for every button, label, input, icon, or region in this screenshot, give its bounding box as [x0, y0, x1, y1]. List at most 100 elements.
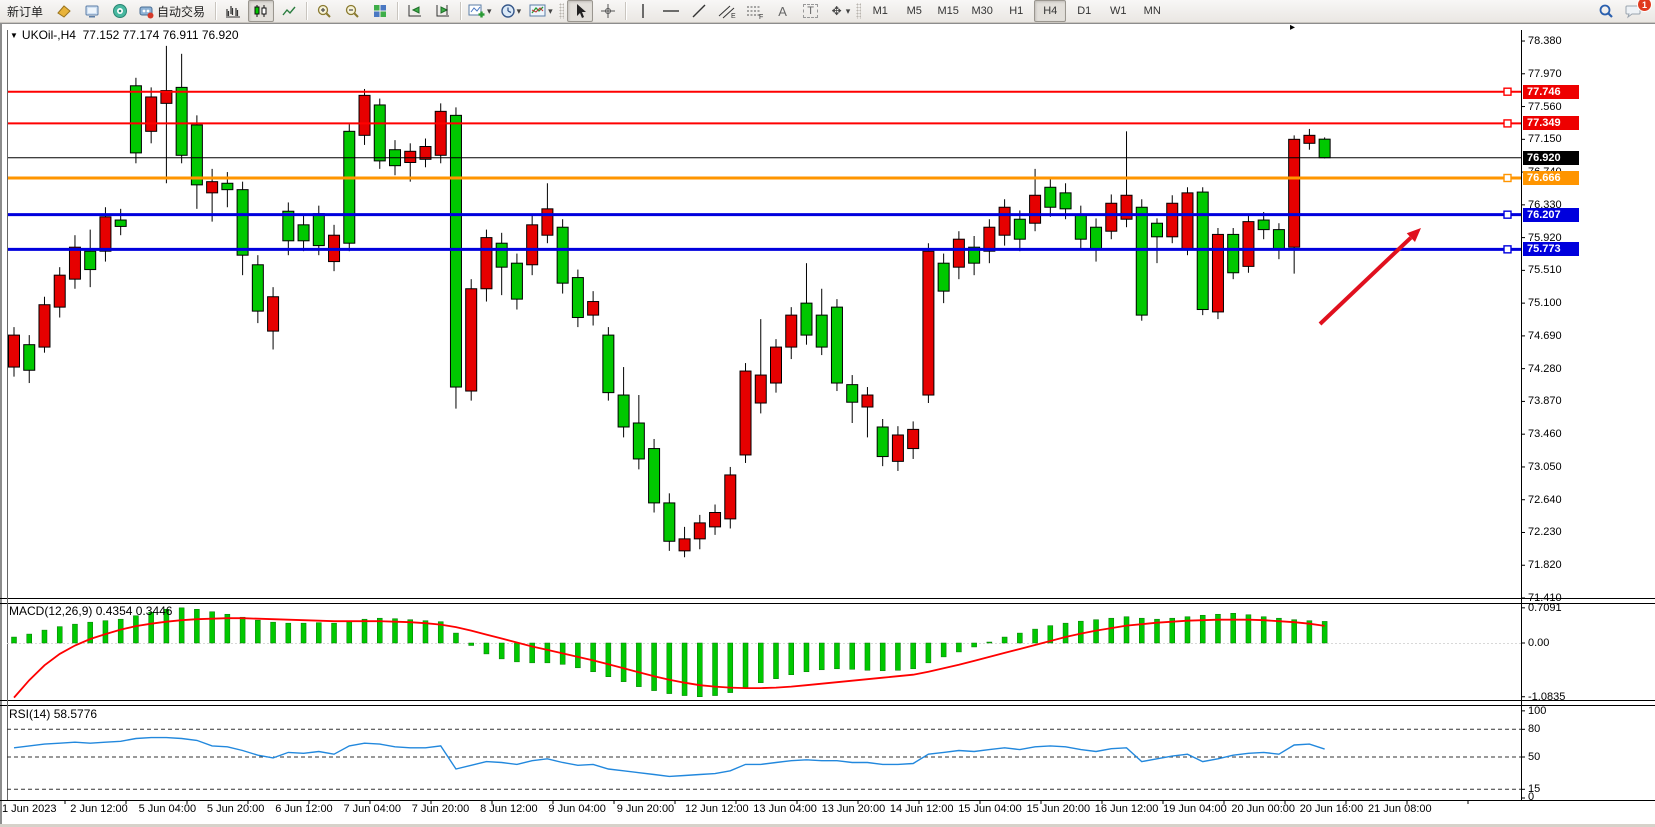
- line-chart-mode-button[interactable]: [276, 0, 302, 22]
- line-handle[interactable]: [1503, 87, 1512, 96]
- collapse-triangle-icon[interactable]: ▼: [10, 31, 18, 40]
- candle-body: [160, 90, 173, 104]
- text-tool-button[interactable]: A: [770, 0, 796, 22]
- arrows-tool-button[interactable]: ✥ ▾: [826, 0, 854, 22]
- auto-scroll-button[interactable]: [402, 0, 428, 22]
- trendline-tool-button[interactable]: [686, 0, 712, 22]
- macd-histogram-bar: [758, 642, 764, 683]
- macd-histogram-bar: [910, 642, 916, 670]
- terminal-button[interactable]: [79, 0, 105, 22]
- candle-body: [830, 306, 843, 384]
- timeframe-m15-button[interactable]: M15: [932, 0, 964, 22]
- macd-histogram-bar: [407, 619, 413, 644]
- candlestick-mode-button[interactable]: [248, 0, 275, 22]
- bar-chart-mode-button[interactable]: [220, 0, 246, 22]
- macd-histogram-bar: [285, 622, 292, 644]
- line-handle[interactable]: [1503, 173, 1512, 183]
- channel-tool-button[interactable]: E: [714, 0, 740, 22]
- cursor-tool-button[interactable]: [566, 0, 593, 22]
- candle-body: [541, 208, 554, 236]
- macd-histogram-bar: [468, 642, 474, 646]
- toolbar-separator: [624, 2, 626, 20]
- tile-windows-icon: [372, 3, 388, 19]
- svg-text:F: F: [759, 14, 763, 19]
- candle-body: [1318, 138, 1331, 159]
- macd-histogram-bar: [697, 642, 703, 697]
- timeframe-d1-button[interactable]: D1: [1068, 0, 1100, 22]
- macd-histogram-bar: [346, 620, 353, 644]
- rsi-indicator-label: RSI(14) 58.5776: [9, 707, 97, 721]
- trend-arrow-head[interactable]: [1406, 228, 1421, 242]
- macd-histogram-bar: [1245, 614, 1252, 644]
- timeframe-m1-button[interactable]: M1: [864, 0, 896, 22]
- macd-histogram-bar: [773, 642, 779, 679]
- line-handle[interactable]: [1503, 119, 1512, 128]
- zoom-out-button[interactable]: [339, 0, 365, 22]
- candle-body: [983, 226, 996, 252]
- line-handle[interactable]: [1503, 245, 1512, 254]
- macd-histogram-bar: [727, 642, 734, 693]
- macd-histogram-bar: [940, 642, 947, 658]
- vertical-line-tool-button[interactable]: [630, 0, 656, 22]
- timeframe-h4-button[interactable]: H4: [1034, 0, 1067, 22]
- trend-arrow[interactable]: [1318, 236, 1413, 326]
- macd-histogram-bar: [620, 642, 627, 682]
- candle-body: [693, 522, 706, 540]
- macd-histogram-bar: [1169, 617, 1175, 644]
- fibonacci-tool-button[interactable]: F: [742, 0, 768, 22]
- line-handle[interactable]: [1503, 210, 1512, 219]
- timeframe-w1-button[interactable]: W1: [1102, 0, 1134, 22]
- signal-icon: [112, 3, 128, 19]
- toolbar-drag-handle[interactable]: [558, 3, 564, 19]
- macd-histogram-bar: [605, 642, 612, 677]
- chart-ohlc-values: 77.152 77.174 76.911 76.920: [82, 28, 239, 42]
- candle-body: [419, 146, 432, 160]
- timeframe-label: M30: [971, 5, 993, 17]
- macd-histogram-bar: [270, 621, 276, 644]
- macd-histogram-bar: [148, 611, 154, 644]
- candle-body: [663, 502, 676, 542]
- timeframe-mn-button[interactable]: MN: [1136, 0, 1168, 22]
- search-button[interactable]: [1593, 0, 1619, 22]
- candle-body: [922, 250, 935, 396]
- candle-body: [1211, 233, 1224, 313]
- candle-body: [236, 189, 249, 256]
- new-order-button[interactable]: 新订单: [1, 0, 49, 22]
- line-chart-icon: [281, 3, 297, 19]
- candle-body: [1181, 192, 1194, 251]
- candle-body: [937, 262, 950, 292]
- chart-marker-icon[interactable]: ▸: [1290, 22, 1296, 33]
- timeframe-label: D1: [1077, 5, 1092, 17]
- market-watch-button[interactable]: [51, 0, 77, 22]
- new-chart-button[interactable]: ▾: [465, 0, 495, 22]
- zoom-out-icon: [344, 3, 360, 19]
- rsi-line: [13, 736, 1325, 778]
- chart-shift-button[interactable]: [430, 0, 456, 22]
- toolbar-drag-handle[interactable]: [856, 3, 862, 19]
- notifications-button[interactable]: 1: [1621, 0, 1652, 22]
- templates-button[interactable]: ▾: [526, 0, 556, 22]
- timeframe-m30-button[interactable]: M30: [966, 0, 998, 22]
- horizontal-line-tool-button[interactable]: [658, 0, 684, 22]
- macd-histogram-bar: [651, 642, 657, 691]
- macd-histogram-bar: [56, 626, 63, 644]
- candle-body: [1059, 192, 1072, 210]
- macd-histogram-bar: [209, 611, 215, 644]
- macd-histogram-bar: [392, 618, 398, 644]
- periods-button[interactable]: ▾: [497, 0, 525, 22]
- timeframe-label: M1: [872, 5, 888, 17]
- macd-indicator-label: MACD(12,26,9) 0.4354 0.3446: [9, 604, 172, 618]
- macd-values: 0.4354 0.3446: [95, 604, 173, 618]
- chart-window[interactable]: [0, 22, 1655, 824]
- macd-histogram-bar: [1047, 625, 1054, 644]
- crosshair-tool-button[interactable]: [595, 0, 621, 22]
- timeframe-m5-button[interactable]: M5: [898, 0, 930, 22]
- zoom-in-button[interactable]: [311, 0, 337, 22]
- text-label-tool-button[interactable]: T: [798, 0, 824, 22]
- tile-windows-button[interactable]: [367, 0, 393, 22]
- candle-body: [1120, 194, 1133, 220]
- timeframe-h1-button[interactable]: H1: [1000, 0, 1032, 22]
- auto-trading-button[interactable]: 自动交易: [135, 0, 211, 22]
- signal-button[interactable]: [107, 0, 133, 22]
